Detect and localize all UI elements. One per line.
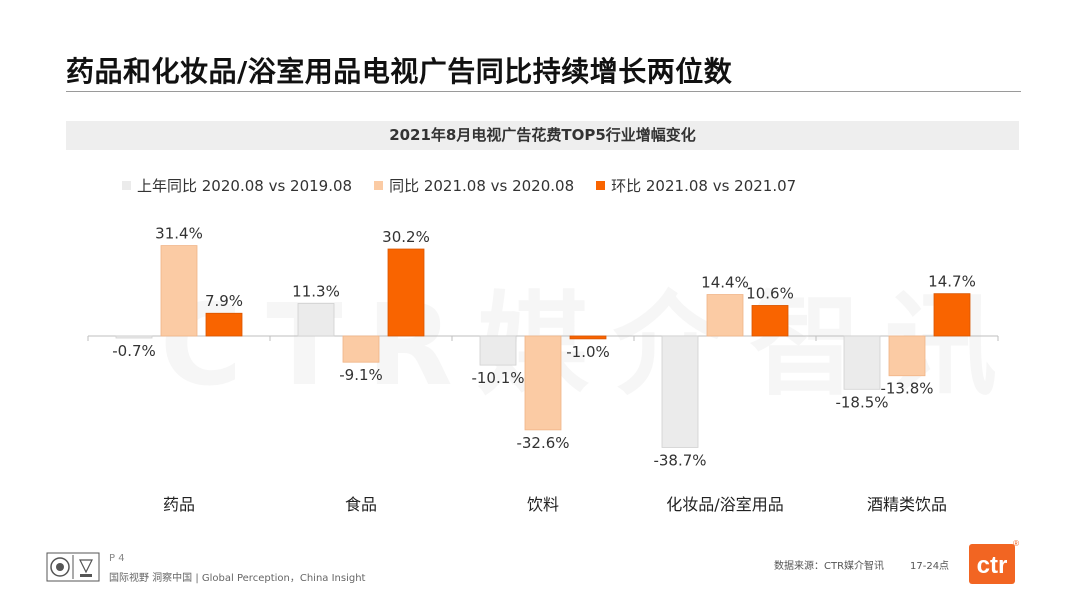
data-label: -0.7% xyxy=(112,342,156,360)
legend-swatch xyxy=(122,181,131,190)
certification-seal-icon xyxy=(46,552,100,582)
category-label: 食品 xyxy=(345,495,377,514)
legend-label: 上年同比 2020.08 vs 2019.08 xyxy=(137,177,353,195)
bar xyxy=(160,245,198,337)
data-label: 11.3% xyxy=(292,282,340,300)
logo-text: ctr xyxy=(977,552,1008,579)
legend-item-yoy-prev: 上年同比 2020.08 vs 2019.08 xyxy=(122,175,352,196)
data-label: 7.9% xyxy=(205,292,243,310)
data-label: 31.4% xyxy=(155,225,203,243)
bar xyxy=(342,335,380,363)
legend-item-mom: 环比 2021.08 vs 2021.07 xyxy=(596,175,796,196)
time-range: 17-24点 xyxy=(910,561,950,572)
chart-title: 2021年8月电视广告花费TOP5行业增幅变化 xyxy=(389,126,696,144)
bar xyxy=(569,335,607,340)
footer-tagline: 国际视野 洞察中国 | Global Perception，China Insi… xyxy=(109,573,366,584)
chart-legend: 上年同比 2020.08 vs 2019.08 同比 2021.08 vs 20… xyxy=(122,175,796,196)
category-label: 饮料 xyxy=(527,495,559,514)
chart-title-band xyxy=(66,121,1019,150)
data-label: 10.6% xyxy=(746,284,794,302)
bar xyxy=(524,335,562,431)
bar xyxy=(205,312,243,337)
category-label: 药品 xyxy=(163,495,195,514)
bar xyxy=(297,303,335,337)
data-label: -13.8% xyxy=(880,380,933,398)
data-label: -1.0% xyxy=(566,343,610,361)
bar xyxy=(706,294,744,337)
data-source: 数据来源：CTR媒介智讯 xyxy=(774,561,885,572)
legend-label: 环比 2021.08 vs 2021.07 xyxy=(611,177,797,195)
bar xyxy=(661,335,699,448)
category-label: 化妆品/浴室用品 xyxy=(666,495,783,514)
legend-swatch xyxy=(374,181,384,190)
bar xyxy=(751,305,789,337)
bar xyxy=(479,335,517,366)
data-label: -9.1% xyxy=(339,366,383,384)
legend-label: 同比 2021.08 vs 2020.08 xyxy=(389,177,575,195)
data-label: -32.6% xyxy=(516,434,569,452)
bar xyxy=(387,248,425,337)
category-label: 酒精类饮品 xyxy=(867,495,947,514)
data-label: 14.7% xyxy=(928,273,976,291)
bar xyxy=(115,335,153,339)
legend-swatch xyxy=(596,181,606,190)
data-label: -18.5% xyxy=(835,393,888,411)
page-title: 药品和化妆品/浴室用品电视广告同比持续增长两位数 xyxy=(66,55,733,88)
title-divider xyxy=(66,91,1021,92)
bar xyxy=(933,293,971,337)
data-label: -38.7% xyxy=(653,451,706,469)
page-number: P 4 xyxy=(109,553,125,564)
data-label: 14.4% xyxy=(701,274,749,292)
bar xyxy=(888,335,926,377)
registered-mark: ® xyxy=(1013,539,1019,548)
data-label: 30.2% xyxy=(382,228,430,246)
legend-item-yoy: 同比 2021.08 vs 2020.08 xyxy=(374,175,574,196)
data-label: -10.1% xyxy=(471,369,524,387)
bar xyxy=(843,335,881,390)
ctr-logo: ctr ® xyxy=(969,539,1019,584)
